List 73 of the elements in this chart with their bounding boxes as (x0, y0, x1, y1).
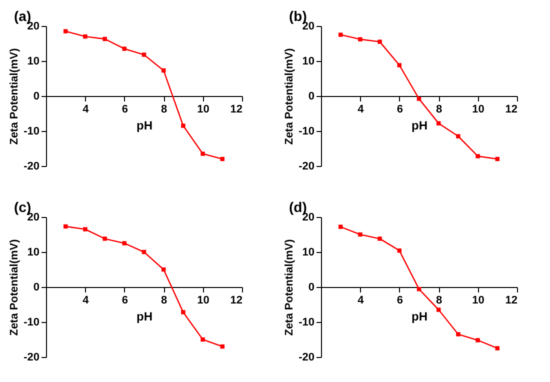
x-tick-label: 6 (396, 294, 403, 306)
point (122, 241, 127, 246)
y-tick-label: 0 (308, 282, 314, 294)
point (397, 63, 402, 68)
y-tick-label: 0 (33, 282, 40, 294)
x-tick-label: 10 (197, 104, 210, 116)
x-axis-title: pH (136, 310, 152, 324)
x-tick-label: 10 (472, 294, 484, 306)
x-tick-label: 8 (436, 104, 442, 116)
point (200, 337, 205, 342)
y-tick-label: -20 (298, 160, 314, 172)
point (378, 40, 382, 44)
point (63, 29, 68, 34)
y-tick-label: -10 (24, 316, 40, 328)
x-tick-label: 12 (230, 104, 242, 116)
point (122, 46, 127, 51)
y-tick-label: 10 (302, 246, 314, 258)
point (83, 227, 88, 232)
x-tick-label: 4 (358, 104, 365, 116)
x-tick-label: 6 (396, 104, 403, 116)
y-tick-label: -20 (298, 352, 314, 364)
point (83, 34, 88, 39)
x-tick-label: 4 (82, 104, 90, 116)
x-tick-label: 8 (436, 294, 442, 306)
y-tick-label: -10 (24, 126, 40, 138)
x-tick-label: 10 (197, 294, 210, 306)
point (181, 124, 186, 128)
x-tick-label: 12 (505, 104, 518, 116)
x-tick-label: 6 (122, 294, 128, 306)
x-tick-label: 4 (358, 294, 365, 306)
x-tick-label: 10 (472, 104, 484, 116)
point (436, 121, 441, 126)
y-tick-label: -10 (298, 126, 314, 138)
point (181, 310, 186, 314)
point (456, 332, 460, 336)
x-tick-label: 4 (82, 294, 90, 306)
chart-title: (a) (14, 8, 32, 24)
y-tick-label: 0 (308, 90, 314, 102)
y-axis-title: Zeta Potential(mV) (284, 238, 296, 336)
y-tick-label: 10 (302, 56, 314, 68)
point (200, 152, 205, 156)
x-tick-label: 8 (161, 104, 168, 116)
point (358, 37, 362, 42)
point (102, 236, 107, 241)
y-tick-label: 0 (33, 90, 40, 102)
chart-title: (c) (14, 199, 32, 215)
point (416, 96, 422, 101)
x-tick-label: 6 (122, 104, 128, 116)
x-tick-label: 8 (161, 294, 168, 306)
y-tick-label: 10 (27, 56, 40, 68)
y-tick-label: -20 (24, 352, 40, 364)
point (436, 308, 441, 312)
point (338, 224, 343, 229)
point (476, 338, 480, 342)
point (378, 236, 382, 241)
y-axis-title: Zeta Potential(mV) (8, 238, 21, 336)
x-axis-title: pH (412, 310, 428, 324)
x-axis-title: pH (136, 118, 152, 132)
y-tick-label: 10 (27, 246, 40, 258)
x-tick-label: 12 (505, 294, 518, 306)
point (102, 36, 107, 42)
point (476, 154, 480, 158)
y-tick-label: -10 (298, 316, 314, 328)
x-axis-title: pH (412, 118, 428, 132)
y-axis-title: Zeta Potential(mV) (8, 48, 21, 145)
point (142, 52, 146, 57)
y-tick-label: -20 (24, 160, 40, 172)
x-tick-label: 12 (230, 294, 242, 306)
y-axis-title: Zeta Potential(mV) (284, 48, 296, 145)
point (358, 232, 362, 237)
point (338, 32, 343, 37)
point (495, 346, 500, 350)
point (456, 134, 460, 138)
